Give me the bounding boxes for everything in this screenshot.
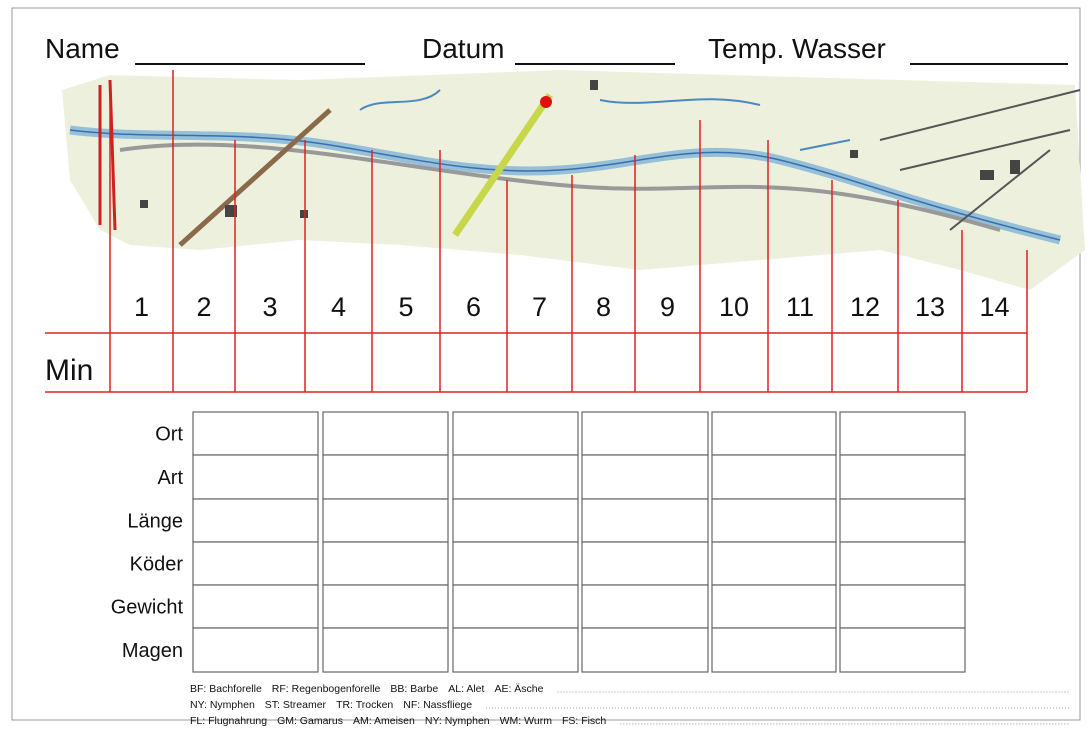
entry-cell (712, 542, 836, 585)
entry-cell (712, 499, 836, 542)
row-label: Magen (122, 640, 183, 662)
time-label: Min (45, 354, 93, 387)
entry-cell (712, 412, 836, 455)
entry-cell (582, 455, 708, 499)
legend-item: FL: Flugnahrung (190, 715, 267, 727)
entry-cell (712, 585, 836, 628)
legend-item: RF: Regenbogenforelle (272, 683, 381, 695)
section-number: 11 (786, 292, 814, 322)
entry-cell (840, 585, 965, 628)
entry-cell (453, 628, 578, 672)
entry-cell (453, 542, 578, 585)
entry-cell (453, 412, 578, 455)
legend-item: BB: Barbe (390, 683, 438, 695)
field-label: Temp. Wasser (708, 33, 886, 64)
entry-cell (453, 585, 578, 628)
entry-cell (193, 499, 318, 542)
entry-cell (323, 628, 448, 672)
section-number: 7 (532, 292, 547, 322)
row-label: Ort (155, 424, 183, 446)
section-number: 4 (331, 292, 346, 322)
legend-item: NY: Nymphen (425, 715, 490, 727)
entry-cell (453, 499, 578, 542)
section-number: 8 (596, 292, 611, 322)
entry-cell (323, 542, 448, 585)
section-number: 9 (660, 292, 675, 322)
row-label: Köder (130, 554, 184, 576)
entry-cell (193, 585, 318, 628)
legend-item: NF: Nassfliege (403, 699, 472, 711)
legend-item: WM: Wurm (500, 715, 553, 727)
entry-cell (840, 499, 965, 542)
section-number: 12 (850, 292, 880, 322)
legend-item: AM: Ameisen (353, 715, 415, 727)
entry-cell (712, 455, 836, 499)
legend-item: AL: Alet (448, 683, 484, 695)
section-number: 14 (979, 292, 1009, 322)
entry-cell (840, 542, 965, 585)
entry-cell (193, 542, 318, 585)
entry-cell (582, 542, 708, 585)
section-number: 6 (466, 292, 481, 322)
entry-cell (582, 499, 708, 542)
section-number: 1 (134, 292, 149, 322)
entry-cell (323, 455, 448, 499)
entry-cell (712, 628, 836, 672)
entry-cell (582, 585, 708, 628)
form-page: NameDatumTemp. Wasser1234567891011121314… (0, 0, 1091, 743)
section-number: 2 (196, 292, 211, 322)
row-label: Gewicht (111, 597, 184, 619)
legend-item: BF: Bachforelle (190, 683, 262, 695)
entry-cell (582, 628, 708, 672)
section-number: 10 (719, 292, 749, 322)
row-label: Länge (127, 511, 183, 533)
legend-item: GM: Gamarus (277, 715, 343, 727)
legend-item: TR: Trocken (336, 699, 393, 711)
entry-cell (193, 412, 318, 455)
section-number: 3 (262, 292, 277, 322)
legend-item: ST: Streamer (265, 699, 327, 711)
entry-cell (323, 499, 448, 542)
entry-cell (323, 412, 448, 455)
row-label: Art (157, 467, 183, 489)
entry-cell (582, 412, 708, 455)
entry-cell (323, 585, 448, 628)
section-number: 13 (915, 292, 945, 322)
entry-cell (453, 455, 578, 499)
entry-cell (840, 412, 965, 455)
legend-item: FS: Fisch (562, 715, 606, 727)
entry-cell (840, 455, 965, 499)
section-number: 5 (398, 292, 413, 322)
field-label: Name (45, 33, 120, 64)
legend-item: NY: Nymphen (190, 699, 255, 711)
entry-cell (193, 455, 318, 499)
legend-item: AE: Äsche (494, 683, 543, 695)
entry-cell (193, 628, 318, 672)
field-label: Datum (422, 33, 504, 64)
entry-cell (840, 628, 965, 672)
